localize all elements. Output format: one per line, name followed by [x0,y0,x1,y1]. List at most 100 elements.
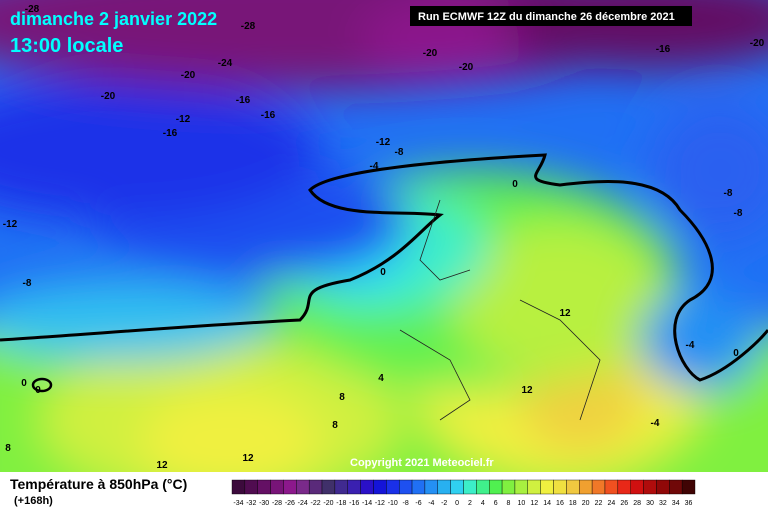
scale-swatch [681,479,696,495]
isotherm-label: -8 [23,278,32,289]
scale-label: 4 [481,500,485,507]
zero-isotherm [0,153,768,382]
isotherm-label: -8 [724,188,733,199]
scale-label: -30 [259,500,269,507]
scale-swatch [669,479,683,495]
isotherm-label: 0 [21,378,27,389]
isotherm-label: -4 [651,418,660,429]
isotherm-label: 12 [242,453,254,464]
scale-label: -22 [311,500,321,507]
scale-swatch [231,479,246,495]
scale-label: -16 [349,500,359,507]
isotherm-label: -4 [686,340,695,351]
scale-swatch [296,479,310,495]
scale-label: 30 [646,500,654,507]
isotherm-label: -8 [734,208,743,219]
isotherm-label: -20 [101,91,116,102]
scale-label: 12 [530,500,538,507]
isotherm-label: -28 [25,4,40,15]
isotherm-label: 0 [35,385,41,396]
isotherm-label: 12 [559,308,571,319]
scale-label: 26 [620,500,628,507]
scale-swatch [386,479,400,495]
scale-label: 24 [608,500,616,507]
isotherm-label: -16 [236,95,251,106]
scale-label: 34 [672,500,680,507]
isotherm-label: 0 [512,179,518,190]
color-scale: -34 -32 -30 -28 -26 -24 -22 -20 -18 -16 -14 -12 -10-… [231,479,696,507]
scale-label: -4 [428,500,434,507]
scale-swatch [373,479,387,495]
isotherm-label: -12 [3,219,18,230]
scale-swatch [591,479,606,495]
scale-swatch [630,479,644,495]
scale-label: -18 [336,500,346,507]
scale-swatch [643,479,657,495]
scale-label: 14 [543,500,551,507]
scale-swatch [283,479,297,495]
scale-label: -14 [362,500,372,507]
scale-label: 0 [455,500,459,507]
scale-swatch [450,479,464,495]
isotherm-labels: -28 -28 -24 -20 -20 -16 -12 -16 -16 -20 -20 -16 -20 -… [3,4,765,471]
time-title: 13:00 locale [10,35,123,57]
coastline [399,199,601,421]
isotherm-label: -16 [163,128,178,139]
scale-swatch [411,479,426,495]
zero-isotherm [31,377,53,393]
scale-swatch [489,479,503,495]
lead-time: (+168h) [14,495,53,507]
copyright: Copyright 2021 Meteociel.fr [350,457,494,469]
isotherm-label: 8 [332,420,338,431]
isotherm-label: -4 [370,161,379,172]
scale-label: 36 [685,500,693,507]
scale-swatch [540,479,554,495]
scale-swatch [604,479,619,495]
scale-swatch [270,479,284,495]
scale-label: -12 [375,500,385,507]
isotherm-label: 12 [521,385,533,396]
isotherm-label: -28 [241,21,256,32]
isotherm-label: 4 [378,373,384,384]
scale-label: -24 [298,500,308,507]
isotherm-label: 0 [733,348,739,359]
scale-swatch [347,479,361,495]
scale-swatch [308,479,323,495]
scale-swatch [398,479,413,495]
scale-label: -6 [415,500,421,507]
scale-label: 8 [507,500,511,507]
scale-label: -28 [272,500,282,507]
isotherm-label: -12 [376,137,391,148]
scale-label: 28 [633,500,641,507]
scale-label: 16 [556,500,564,507]
isotherm-label: -20 [181,70,196,81]
isotherm-label: 0 [380,267,386,278]
footer-title: Température à 850hPa (°C) [10,476,187,492]
scale-swatch [579,479,593,495]
isotherm-label: -8 [395,147,404,158]
isotherm-label: -16 [261,110,276,121]
scale-swatch [360,479,374,495]
scale-swatch [527,479,541,495]
scale-swatch [617,479,631,495]
scale-swatch [501,479,516,495]
scale-swatch [514,479,529,495]
scale-label: -10 [388,500,398,507]
scale-swatch [437,479,451,495]
isotherm-label: -16 [656,44,671,55]
scale-swatch [424,479,438,495]
isotherm-label: -20 [750,38,765,49]
scale-label: -2 [441,500,447,507]
scale-label: 2 [468,500,472,507]
scale-swatch [257,479,271,495]
isotherm-label: 12 [156,460,168,471]
scale-label: 18 [569,500,577,507]
scale-label: 20 [582,500,590,507]
run-info: Run ECMWF 12Z du dimanche 26 décembre 20… [418,11,675,23]
scale-label: -20 [323,500,333,507]
isotherm-label: 8 [5,443,11,454]
scale-label: -32 [246,500,256,507]
scale-label: 32 [659,500,667,507]
scale-swatch [566,479,580,495]
